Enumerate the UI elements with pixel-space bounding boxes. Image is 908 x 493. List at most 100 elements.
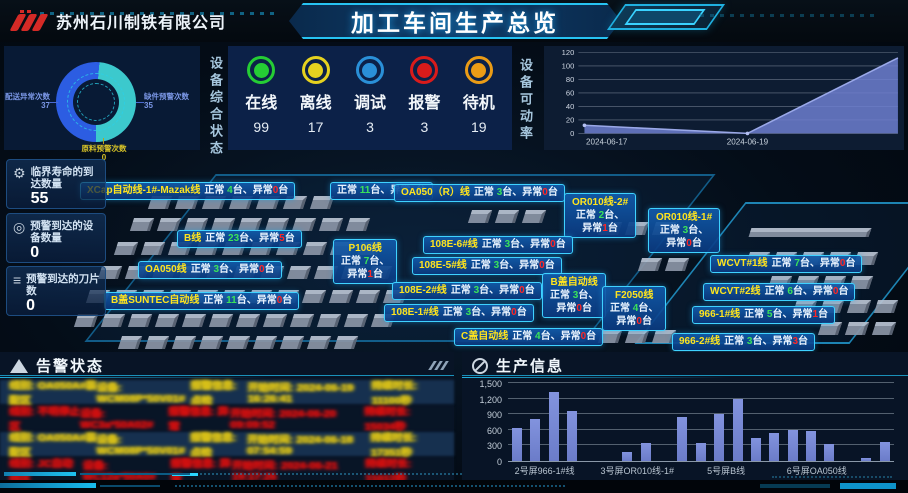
machine-block [343, 314, 369, 327]
abnormal-count: 0 [686, 238, 692, 249]
status-label: 离线 [299, 95, 332, 112]
normal-count: 4 [632, 303, 639, 314]
svg-text:0: 0 [570, 129, 574, 138]
bar [567, 411, 578, 461]
status-value: 3 [420, 119, 429, 135]
line-status-tag[interactable]: XCap自动线-1#-Mazak线 正常 4台、异常0台 [80, 182, 296, 200]
y-tick-label: 0 [496, 457, 502, 467]
status-indicator[interactable]: 在线 99 [245, 56, 277, 150]
line-status-tag[interactable]: OA050线 正常 3台、异常0台 [138, 261, 282, 279]
status-ring-icon [301, 56, 330, 84]
alarm-status-panel: 告警状态 线别: OA050A#装配区 设备: WCM08P*50V01# 报警信息… [0, 352, 530, 485]
alarm-field: 开始时间: 2024-06-18 07:54:59 [247, 435, 353, 457]
bar [622, 452, 633, 461]
normal-count: 3 [473, 285, 480, 296]
stat-card-label: 预警到达的刀片数 [26, 273, 100, 297]
status-indicator[interactable]: 调试 3 [354, 56, 386, 150]
line-status-tag[interactable]: C盖自动线 正常 4台、异常0台 [454, 328, 604, 346]
line-status-tag[interactable]: F2050线 正常 4台、 异常0台 [602, 286, 667, 331]
production-panel-title: 生产信息 [496, 358, 565, 375]
machine-block [521, 210, 547, 223]
gridline [508, 413, 894, 415]
machine-block [171, 336, 197, 349]
machine-block [140, 242, 166, 255]
machine-block [262, 314, 288, 327]
status-label: 报警 [408, 95, 441, 112]
machine-block [286, 266, 312, 279]
alarm-scrollbar[interactable] [0, 470, 530, 478]
machine-block [129, 218, 155, 231]
svg-text:20: 20 [566, 115, 574, 124]
normal-count: 3 [682, 225, 689, 236]
line-status-tag[interactable]: B盖SUNTEC自动线 正常 11台、异常0台 [104, 292, 300, 310]
header-right-decoration [700, 14, 880, 17]
status-value: 19 [470, 119, 487, 135]
abnormal-count: 1 [602, 223, 608, 234]
alarm-field: 线别: OA050A#装配区 [10, 433, 97, 459]
line-status-tag[interactable]: P106线 正常 7台、 异常1台 [333, 239, 398, 284]
machine-block [624, 330, 650, 343]
line-name: 966-2#线 [679, 336, 721, 347]
line-status-tag[interactable]: OR010线-2# 正常 2台、 异常1台 [564, 193, 637, 238]
normal-count: 3 [213, 264, 220, 275]
status-value: 99 [253, 119, 269, 135]
abnormal-count: 0 [839, 258, 846, 269]
bar [548, 392, 559, 461]
line-status-tag[interactable]: 108E-6#线 正常 3台、异常0台 [423, 236, 573, 254]
line-status-tag[interactable]: 966-1#线 正常 5台、异常1台 [692, 306, 836, 324]
status-indicator[interactable]: 报警 3 [408, 56, 440, 150]
alarm-row[interactable]: 线别: 不明停止区 设备: WC3a*50A02# 报警信息: 异常 开始时间: 20… [0, 406, 454, 433]
alarm-row[interactable]: 线别: OA050A#装配区 设备: WCM08P*50V01# 报警信息: 点检开… [0, 380, 454, 407]
line-status-tag[interactable]: OA050（R）线 正常 3台、异常0台 [394, 184, 565, 202]
machine-block [181, 314, 207, 327]
machine-block [494, 210, 520, 223]
bottom-progress-bar[interactable] [0, 483, 96, 488]
machine-block [225, 336, 251, 349]
line-status-tag[interactable]: B盖自动线 正常 3台、 异常0台 [542, 273, 607, 318]
line-name: XCap自动线-1#-Mazak线 [87, 185, 201, 196]
line-name: B盖自动线 [550, 277, 598, 288]
machine-block [306, 336, 332, 349]
alarm-field: 开始时间: 2024-06-21 19:17:26 [232, 461, 338, 483]
y-tick-label: 1,200 [479, 394, 502, 405]
alarm-field: 持续时长: 11100秒 [371, 381, 418, 407]
line-status-tag[interactable]: WCVT#1线 正常 7台、异常0台 [710, 255, 863, 273]
status-indicator[interactable]: 离线 17 [300, 56, 332, 150]
normal-count: 3 [746, 336, 753, 347]
status-dot [253, 62, 269, 78]
header-chevron-decoration [624, 9, 706, 25]
line-status-tag[interactable]: 108E-5#线 正常 3台、异常0台 [412, 257, 562, 275]
line-status-tag[interactable]: 966-2#线 正常 3台、异常3台 [672, 333, 816, 351]
machine-block [289, 314, 315, 327]
bar [677, 416, 688, 461]
line-name: F2050线 [614, 290, 654, 301]
line-status-tag[interactable]: 108E-2#线 正常 3台、异常0台 [392, 282, 542, 300]
bar-chart-x-axis: 2号屏966-1#线 3号屏OR010线-1# 5号屏B线 6号屏OA050线 [508, 464, 894, 476]
line-status-tag[interactable]: OR010线-1# 正常 3台、 异常0台 [648, 208, 721, 253]
line-status-tag[interactable]: B线 正常 23台、异常5台 [177, 230, 302, 248]
status-ring-icon [464, 56, 493, 84]
machine-block [328, 290, 354, 303]
page-title: 加工车间生产总览 [351, 10, 559, 36]
x-tick-label: 6号屏OA050线 [786, 466, 847, 476]
alarm-field: 线别: JC自动线区 [10, 459, 73, 485]
machine-block [127, 314, 153, 327]
production-scroll-dots[interactable] [772, 476, 892, 478]
abnormal-count: 0 [511, 307, 517, 318]
line-status-tag[interactable]: 108E-1#线 正常 3台、异常0台 [384, 304, 534, 322]
machine-block [333, 336, 359, 349]
machine-block [316, 314, 342, 327]
menu-slashes-icon[interactable] [428, 361, 449, 370]
machine-block [156, 218, 182, 231]
y-tick-label: 900 [486, 410, 502, 421]
line-name: B盖SUNTEC自动线 [111, 295, 200, 306]
line-name: OR010线-2# [572, 197, 629, 208]
vertical-label-availability: 设备可动率 [518, 58, 533, 143]
company-name: 苏州石川制铁有限公司 [56, 15, 227, 32]
alarm-row[interactable]: 线别: OA050A#装配区 设备: WCM08P*50V01# 报警信息: 点检开… [0, 432, 454, 459]
status-indicator[interactable]: 待机 19 [463, 56, 495, 150]
machine-block [846, 300, 872, 313]
line-status-tag[interactable]: WCVT#2线 正常 6台、异常0台 [703, 283, 856, 301]
